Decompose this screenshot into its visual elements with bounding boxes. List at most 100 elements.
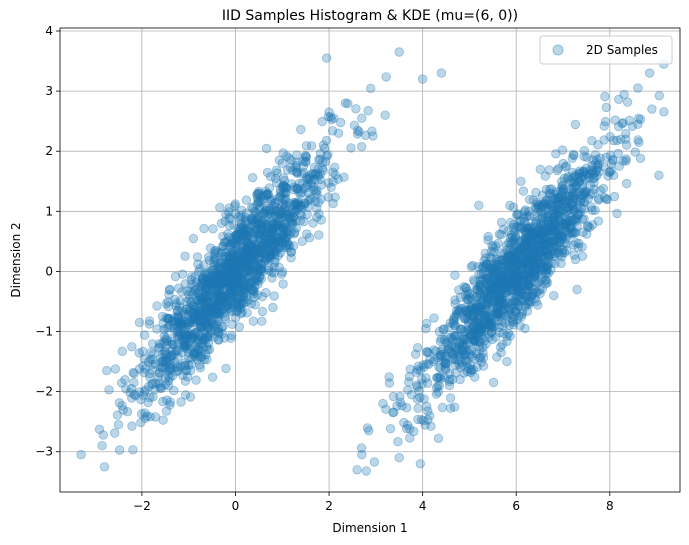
data-point xyxy=(290,227,300,238)
data-point xyxy=(610,115,620,125)
data-point xyxy=(290,206,300,217)
data-point xyxy=(394,47,404,57)
data-point xyxy=(272,168,282,178)
data-point xyxy=(98,430,109,440)
data-point xyxy=(230,208,241,219)
data-point xyxy=(180,376,191,386)
data-point xyxy=(436,68,447,78)
data-point xyxy=(219,270,230,281)
data-point xyxy=(256,224,267,234)
data-point xyxy=(251,274,262,284)
data-point xyxy=(190,347,201,357)
data-point xyxy=(659,107,669,117)
data-point xyxy=(281,232,291,242)
data-point xyxy=(301,157,311,167)
data-point xyxy=(234,300,244,311)
data-point xyxy=(271,233,281,244)
data-point xyxy=(229,249,239,259)
data-point xyxy=(255,232,266,243)
data-point xyxy=(202,301,213,311)
data-point xyxy=(450,321,460,331)
x-axis-title: Dimension 1 xyxy=(332,521,407,535)
data-point xyxy=(239,230,250,241)
data-point xyxy=(160,334,171,344)
data-point xyxy=(346,143,356,153)
data-point xyxy=(172,363,182,373)
data-point xyxy=(284,198,295,208)
y-axis-title: Dimension 2 xyxy=(9,222,23,297)
data-point xyxy=(619,89,629,100)
data-point xyxy=(94,424,105,435)
data-point xyxy=(449,402,460,412)
data-point xyxy=(209,252,220,262)
grid xyxy=(60,28,680,492)
data-point xyxy=(552,210,562,220)
data-point xyxy=(251,239,261,249)
data-point xyxy=(230,239,241,250)
data-point xyxy=(233,263,243,274)
data-point xyxy=(231,229,242,239)
data-point xyxy=(316,215,327,225)
data-point xyxy=(275,248,286,258)
data-point xyxy=(164,285,175,295)
data-point xyxy=(313,164,323,174)
data-point xyxy=(275,242,285,253)
data-point xyxy=(213,302,223,312)
data-point xyxy=(270,249,280,260)
data-point xyxy=(241,195,252,205)
data-point xyxy=(291,160,302,171)
data-point xyxy=(312,212,322,222)
y-tick-label: 0 xyxy=(45,264,53,278)
data-point xyxy=(279,173,289,183)
data-point xyxy=(187,289,198,299)
data-point xyxy=(235,298,245,309)
data-point xyxy=(474,200,484,211)
data-point xyxy=(480,248,491,259)
data-point xyxy=(312,170,323,181)
data-point xyxy=(256,259,267,269)
data-point xyxy=(244,262,255,273)
data-point xyxy=(226,258,236,268)
data-point xyxy=(302,229,312,239)
data-point xyxy=(191,316,202,326)
data-point xyxy=(236,211,246,221)
data-point xyxy=(520,269,530,280)
data-point xyxy=(230,201,240,211)
data-point xyxy=(232,248,242,259)
data-point xyxy=(274,236,284,247)
data-point xyxy=(333,174,343,184)
data-point xyxy=(189,313,199,323)
data-point xyxy=(180,358,190,368)
data-point xyxy=(204,255,215,265)
data-point xyxy=(297,202,307,213)
data-point xyxy=(175,361,186,372)
data-point xyxy=(501,260,511,271)
data-point xyxy=(579,167,589,178)
data-point xyxy=(273,243,283,253)
data-point xyxy=(180,322,190,333)
data-point xyxy=(211,319,222,329)
data-point xyxy=(218,273,228,283)
data-point xyxy=(143,357,154,367)
data-point xyxy=(410,349,421,359)
data-point xyxy=(590,167,601,177)
data-point xyxy=(274,192,285,202)
data-point xyxy=(262,240,272,251)
data-point xyxy=(257,306,268,317)
data-point xyxy=(299,216,309,227)
data-point xyxy=(633,119,643,129)
data-point xyxy=(271,178,282,188)
data-point xyxy=(393,437,403,447)
data-point xyxy=(293,198,303,208)
plot-area xyxy=(59,27,681,493)
data-point xyxy=(289,199,299,210)
data-point xyxy=(202,285,212,295)
data-point xyxy=(267,226,278,236)
data-point xyxy=(228,267,239,278)
data-point xyxy=(219,292,229,302)
data-point xyxy=(311,168,321,179)
data-point xyxy=(304,195,314,206)
data-point xyxy=(145,412,155,422)
data-point xyxy=(280,199,291,210)
data-point xyxy=(445,393,456,403)
